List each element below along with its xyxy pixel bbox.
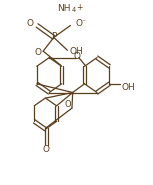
Text: ⁻: ⁻	[82, 17, 86, 26]
Text: O: O	[27, 19, 34, 28]
Text: +: +	[76, 3, 83, 12]
Text: NH: NH	[57, 4, 70, 14]
Text: O: O	[74, 52, 81, 61]
Text: OH: OH	[122, 83, 136, 92]
Text: OH: OH	[70, 47, 83, 56]
Text: O: O	[65, 100, 71, 110]
Text: O: O	[43, 145, 50, 154]
Text: O: O	[34, 48, 41, 57]
Text: P: P	[51, 32, 56, 41]
Text: O: O	[76, 19, 83, 28]
Text: 4: 4	[72, 6, 76, 13]
